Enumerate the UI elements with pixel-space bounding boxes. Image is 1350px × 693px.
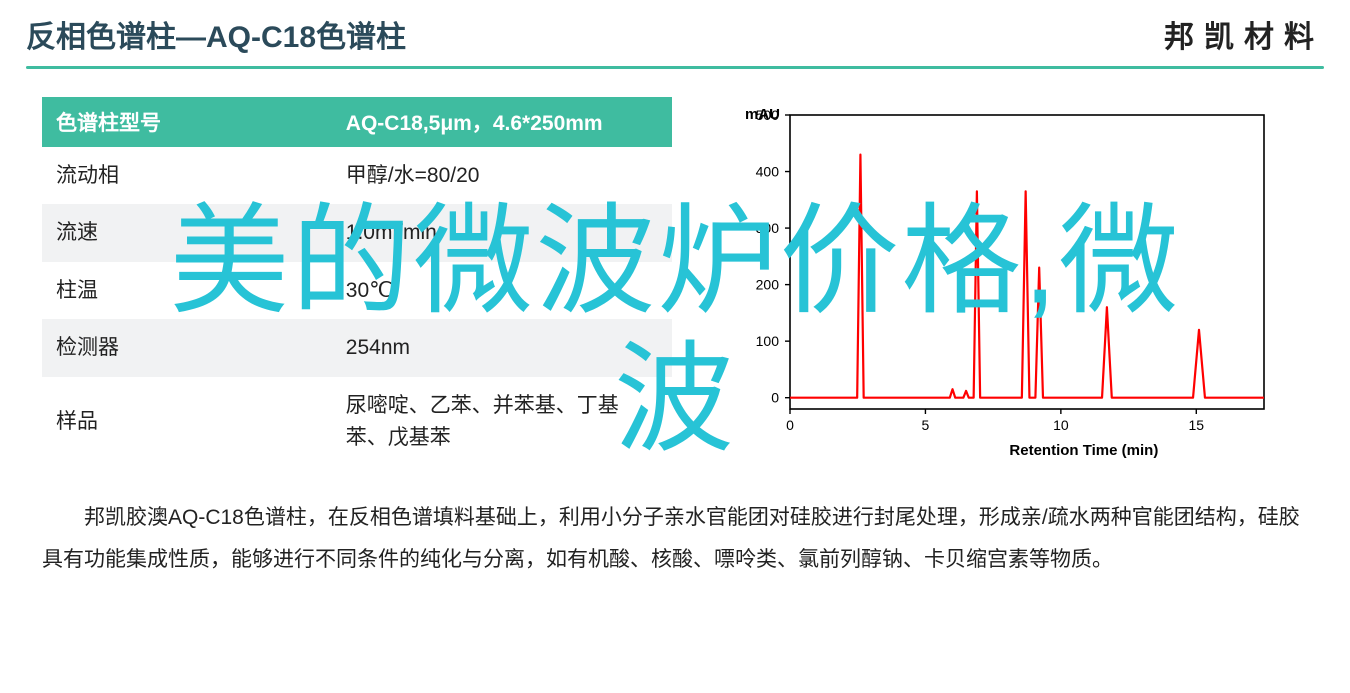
svg-text:15: 15: [1188, 417, 1204, 433]
chromatogram-svg: 0100200300400500051015mAURetention Time …: [712, 97, 1282, 467]
cell-key: 流动相: [42, 147, 332, 204]
table-row: 柱温30℃: [42, 262, 672, 319]
spec-table: 色谱柱型号 AQ-C18,5μm，4.6*250mm 流动相甲醇/水=80/20…: [42, 97, 672, 467]
cell-key: 样品: [42, 377, 332, 467]
cell-val: 甲醇/水=80/20: [332, 147, 672, 204]
th-model-label: 色谱柱型号: [42, 97, 332, 147]
table-row: 流动相甲醇/水=80/20: [42, 147, 672, 204]
cell-key: 检测器: [42, 319, 332, 376]
cell-key: 流速: [42, 204, 332, 261]
cell-val: 尿嘧啶、乙苯、并苯基、丁基苯、戊基苯: [332, 377, 672, 467]
svg-text:300: 300: [756, 220, 780, 236]
table-row: 流速1.0ml/min: [42, 204, 672, 261]
table-row: 样品尿嘧啶、乙苯、并苯基、丁基苯、戊基苯: [42, 377, 672, 467]
table-row: 检测器254nm: [42, 319, 672, 376]
chromatogram-chart: 0100200300400500051015mAURetention Time …: [712, 97, 1282, 467]
svg-text:5: 5: [922, 417, 930, 433]
svg-text:Retention Time (min): Retention Time (min): [1009, 442, 1158, 459]
svg-text:10: 10: [1053, 417, 1069, 433]
svg-text:0: 0: [786, 417, 794, 433]
svg-text:400: 400: [756, 164, 780, 180]
cell-val: 1.0ml/min: [332, 204, 672, 261]
brand-logo: 邦凯材料: [1164, 12, 1324, 56]
th-model-value: AQ-C18,5μm，4.6*250mm: [332, 97, 672, 147]
cell-val: 30℃: [332, 262, 672, 319]
spec-table-body: 流动相甲醇/水=80/20 流速1.0ml/min 柱温30℃ 检测器254nm…: [42, 147, 672, 467]
cell-val: 254nm: [332, 319, 672, 376]
cell-key: 柱温: [42, 262, 332, 319]
svg-text:100: 100: [756, 333, 780, 349]
svg-text:mAU: mAU: [745, 106, 780, 123]
page-title: 反相色谱柱—AQ-C18色谱柱: [26, 12, 406, 56]
description-paragraph: 邦凯胶澳AQ-C18色谱柱，在反相色谱填料基础上，利用小分子亲水官能团对硅胶进行…: [0, 467, 1350, 581]
svg-text:200: 200: [756, 277, 780, 293]
svg-text:0: 0: [771, 390, 779, 406]
